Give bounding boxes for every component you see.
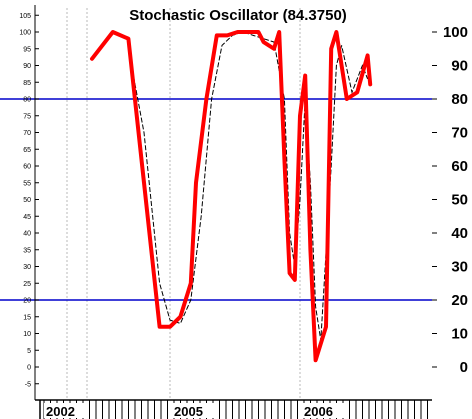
right-tick-label: 0 bbox=[460, 359, 468, 376]
left-tick-label: 75 bbox=[23, 113, 31, 120]
left-tick-label: 35 bbox=[23, 247, 31, 254]
left-tick-label: 80 bbox=[23, 97, 31, 104]
left-axis-labels: -5 0 5 10 15 20 25 30 35 40 45 50 55 60 65 70 75 80 85 90 95… bbox=[19, 5, 39, 400]
x-label-bg bbox=[44, 403, 86, 418]
reference-lines bbox=[0, 98, 432, 301]
right-tick-label: 30 bbox=[451, 259, 468, 276]
left-tick-label: 105 bbox=[19, 13, 31, 20]
left-tick-label: 60 bbox=[23, 164, 31, 171]
x-label-bg bbox=[172, 403, 214, 418]
x-axis: 2002 2005 2006 bbox=[35, 399, 432, 419]
left-tick-label: 40 bbox=[23, 231, 31, 238]
right-tick-label: 50 bbox=[451, 192, 468, 209]
left-tick-label: -5 bbox=[25, 381, 31, 388]
right-axis-labels: 0 10 20 30 40 50 60 70 80 90 100 bbox=[432, 24, 468, 376]
left-tick-label: 85 bbox=[23, 80, 31, 87]
left-tick-label: 30 bbox=[23, 264, 31, 271]
left-tick-label: 50 bbox=[23, 197, 31, 204]
chart-title: Stochastic Oscillator (84.3750) bbox=[129, 7, 347, 24]
left-tick-label: 100 bbox=[19, 30, 31, 37]
left-tick-label: 20 bbox=[23, 298, 31, 305]
left-tick-label: 0 bbox=[27, 365, 31, 372]
right-tick-label: 90 bbox=[451, 58, 468, 75]
x-tick-label-2006: 2006 bbox=[304, 404, 333, 419]
left-tick-label: 90 bbox=[23, 63, 31, 70]
right-tick-label: 80 bbox=[451, 91, 468, 108]
right-tick-label: 70 bbox=[451, 125, 468, 142]
right-tick-label: 40 bbox=[451, 225, 468, 242]
right-tick-label: 100 bbox=[443, 24, 468, 41]
vertical-gridlines bbox=[66, 8, 301, 400]
left-tick-label: 70 bbox=[23, 130, 31, 137]
k-line-series bbox=[90, 30, 373, 363]
x-tick-label-2002: 2002 bbox=[46, 404, 75, 419]
right-tick-label: 10 bbox=[451, 326, 468, 343]
series-layer bbox=[90, 30, 373, 363]
left-tick-label: 5 bbox=[27, 348, 31, 355]
left-tick-label: 95 bbox=[23, 46, 31, 53]
left-tick-label: 15 bbox=[23, 314, 31, 321]
left-tick-label: 55 bbox=[23, 180, 31, 187]
x-label-bg bbox=[302, 403, 344, 418]
left-tick-label: 45 bbox=[23, 214, 31, 221]
x-tick-label-2005: 2005 bbox=[174, 404, 203, 419]
left-tick-label: 10 bbox=[23, 331, 31, 338]
left-tick-label: 65 bbox=[23, 147, 31, 154]
right-tick-label: 60 bbox=[451, 158, 468, 175]
left-tick-label: 25 bbox=[23, 281, 31, 288]
right-tick-label: 20 bbox=[451, 292, 468, 309]
